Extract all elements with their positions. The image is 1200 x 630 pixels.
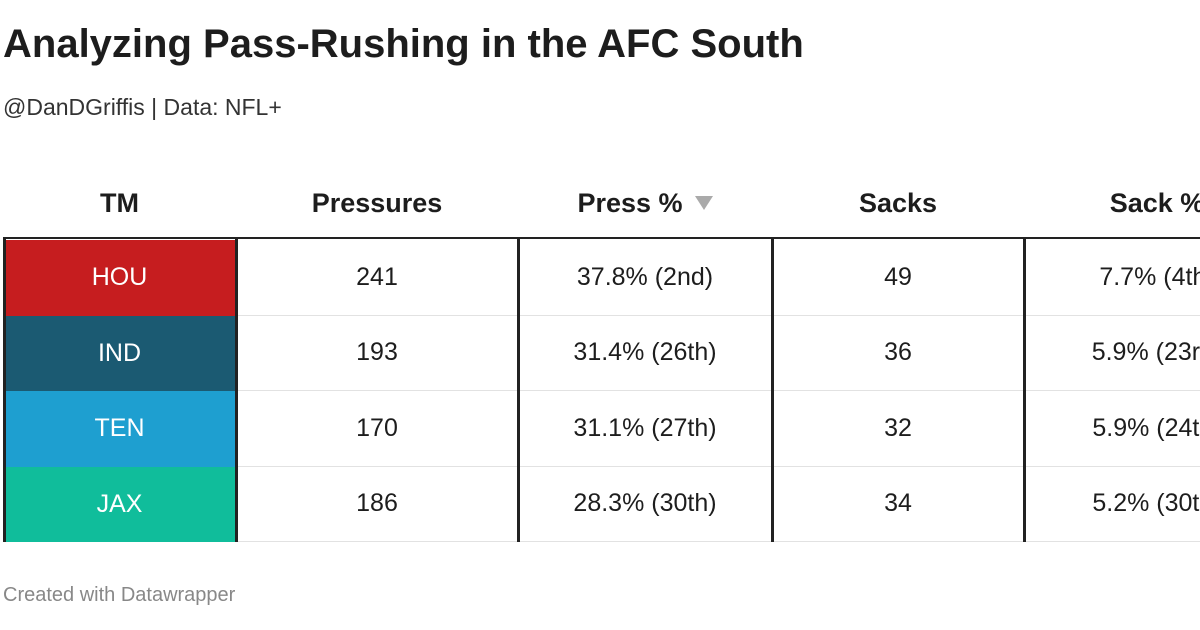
team-cell: IND — [3, 315, 236, 391]
header-rule — [3, 237, 1200, 239]
data-cell: 5.9% (23rd) — [1024, 316, 1200, 391]
team-cell: TEN — [3, 391, 236, 467]
data-cell: 186 — [236, 467, 518, 542]
subtitle: @DanDGriffis | Data: NFL+ — [3, 94, 282, 120]
credit: Created with Datawrapper — [3, 584, 236, 606]
column-border — [517, 238, 520, 542]
column-header[interactable]: Pressures — [236, 170, 518, 236]
table: TM Pressures Press % Sacks Sack % HOU 241 37.8%… — [0, 170, 1200, 542]
data-cell: 32 — [772, 391, 1024, 467]
column-header[interactable]: TM — [3, 170, 236, 236]
data-cell: 34 — [772, 467, 1024, 542]
header-label: Sacks — [858, 187, 938, 218]
column-border — [3, 238, 6, 542]
data-cell: 241 — [236, 240, 518, 316]
data-cell: 170 — [236, 391, 518, 467]
header-label: TM — [100, 187, 139, 218]
data-cell: 193 — [236, 316, 518, 391]
column-header[interactable]: Sack % — [1024, 170, 1200, 236]
data-cell: 36 — [772, 316, 1024, 391]
header-label: Press % — [577, 187, 683, 218]
data-cell: 28.3% (30th) — [518, 467, 772, 542]
header-label: Sack % — [1109, 187, 1200, 218]
title: Analyzing Pass-Rushing in the AFC South — [3, 22, 804, 66]
data-cell: 5.9% (24th) — [1024, 391, 1200, 467]
column-header[interactable]: Sacks — [772, 170, 1024, 236]
data-cell: 7.7% (4th) — [1024, 240, 1200, 316]
column-header[interactable]: Press % — [518, 170, 772, 236]
data-cell: 31.1% (27th) — [518, 391, 772, 467]
sort-indicator — [694, 196, 713, 210]
team-cell: JAX — [3, 466, 236, 542]
team-cell: HOU — [3, 240, 236, 316]
column-border — [771, 238, 774, 542]
data-cell: 49 — [772, 240, 1024, 316]
column-border — [235, 238, 238, 542]
data-cell: 31.4% (26th) — [518, 316, 772, 391]
data-cell: 37.8% (2nd) — [518, 240, 772, 316]
header-label: Pressures — [311, 187, 443, 218]
data-cell: 5.2% (30th) — [1024, 467, 1200, 542]
column-border — [1023, 238, 1026, 542]
